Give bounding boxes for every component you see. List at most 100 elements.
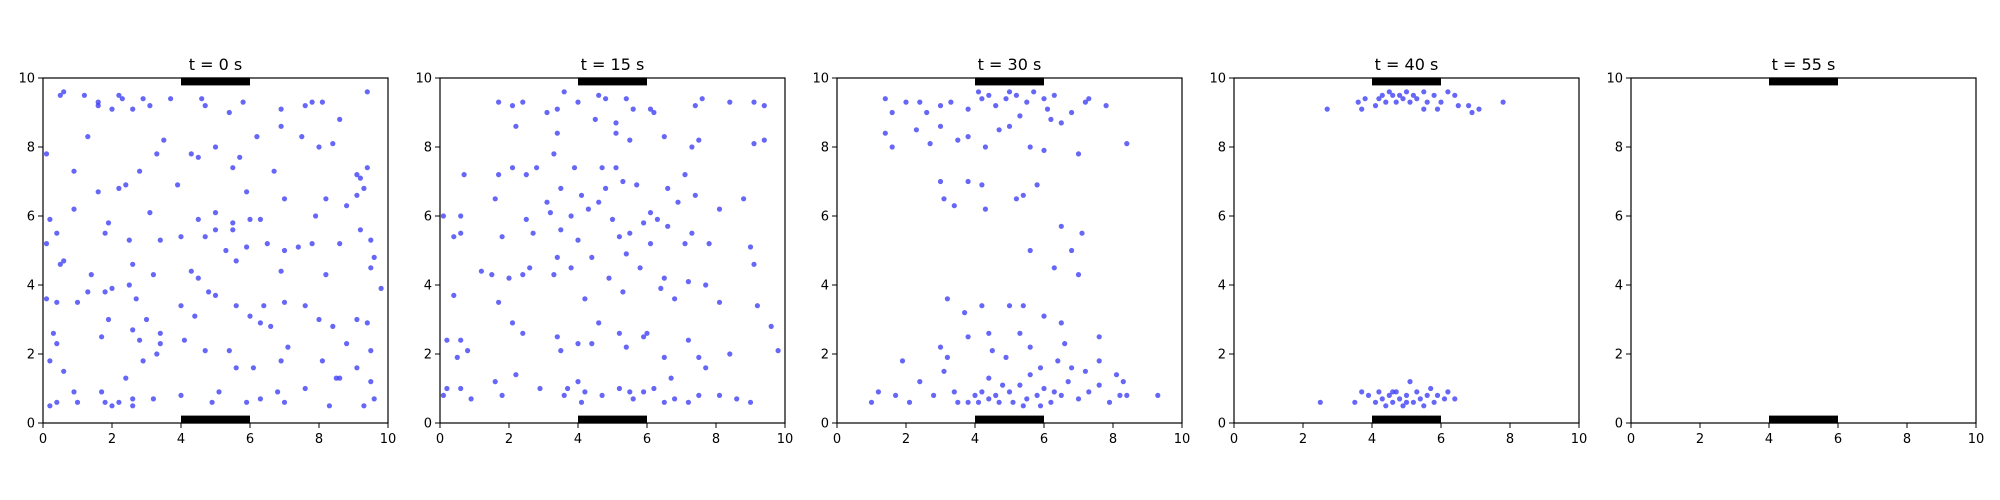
data-point: [178, 234, 184, 240]
data-point: [1069, 247, 1075, 254]
panel-5: t = 55 s 0 2 4 6 8 10 0 2 4 6 8 10: [1606, 55, 1984, 447]
data-point: [1417, 396, 1423, 402]
data-point: [444, 385, 450, 392]
data-point: [444, 337, 450, 343]
data-point: [1020, 192, 1026, 198]
data-point: [1103, 103, 1109, 109]
data-point: [116, 92, 122, 98]
data-point: [157, 330, 163, 336]
data-point: [620, 289, 626, 295]
data-point: [1428, 385, 1434, 392]
data-point: [458, 337, 464, 343]
data-point: [716, 392, 723, 398]
data-point: [465, 348, 471, 354]
x-tick-label: 6: [1437, 432, 1445, 447]
data-point: [931, 392, 937, 398]
data-point: [126, 237, 132, 243]
data-point: [50, 330, 57, 336]
data-point: [561, 89, 567, 95]
data-point: [1058, 392, 1064, 398]
data-point: [603, 185, 609, 191]
panel-1: t = 0 s 0 2 4 6 8 10 0 2 4 6 8 10: [18, 55, 396, 447]
data-point: [264, 241, 270, 247]
data-point: [882, 96, 888, 102]
data-point: [116, 185, 122, 191]
data-point: [364, 165, 370, 171]
panel-title: t = 0 s: [189, 55, 242, 74]
data-point: [333, 375, 339, 381]
x-tick-label: 2: [902, 432, 910, 447]
data-point: [244, 244, 250, 250]
data-point: [1024, 99, 1030, 105]
data-point: [544, 109, 550, 116]
y-tick-label: 2: [27, 348, 35, 363]
data-point: [43, 241, 50, 247]
x-tick-label: 8: [1506, 432, 1514, 447]
data-point: [302, 303, 308, 309]
data-point: [665, 185, 671, 191]
data-point: [513, 123, 519, 129]
data-point: [917, 379, 923, 385]
data-point: [1390, 389, 1396, 395]
data-point: [202, 103, 208, 109]
y-tick-label: 4: [821, 279, 829, 294]
data-point: [199, 96, 205, 102]
data-point: [240, 99, 246, 105]
data-point: [509, 103, 516, 109]
data-point: [440, 392, 446, 398]
data-point: [554, 334, 560, 340]
y-tick-label: 8: [27, 141, 35, 156]
data-point: [1031, 89, 1037, 95]
y-tick-label: 6: [424, 210, 432, 225]
data-point: [226, 109, 232, 116]
data-point: [137, 337, 143, 343]
y-tick-label: 8: [1615, 141, 1623, 156]
data-point: [889, 144, 895, 150]
data-point: [1079, 230, 1085, 236]
data-point: [520, 272, 526, 278]
data-point: [354, 172, 360, 178]
y-tick-label: 2: [821, 348, 829, 363]
data-point: [458, 385, 464, 392]
data-point: [316, 316, 322, 323]
data-point: [489, 272, 495, 278]
data-point: [1500, 99, 1506, 105]
data-point: [1006, 123, 1013, 129]
data-point: [1069, 365, 1075, 371]
data-point: [1003, 354, 1009, 360]
data-point: [554, 254, 560, 260]
data-point: [941, 368, 947, 374]
data-point: [1359, 389, 1365, 395]
data-point: [212, 227, 219, 233]
data-point: [661, 399, 667, 405]
data-point: [1362, 96, 1368, 102]
y-tick-label: 0: [1218, 417, 1226, 432]
x-tick-label: 0: [436, 432, 444, 447]
exit-bottom: [181, 415, 250, 424]
data-point: [1383, 403, 1389, 409]
data-point: [364, 320, 370, 326]
data-point: [658, 285, 664, 291]
x-tick-label: 10: [1968, 432, 1985, 447]
data-point: [330, 323, 336, 329]
data-point: [965, 178, 971, 185]
data-point: [641, 334, 647, 340]
data-point: [1010, 399, 1016, 405]
data-point: [1407, 99, 1413, 105]
data-point: [281, 196, 288, 202]
data-point: [161, 137, 167, 143]
data-point: [361, 403, 367, 409]
data-point: [903, 99, 909, 105]
data-point: [616, 234, 623, 240]
data-point: [1359, 106, 1365, 112]
data-point: [1086, 389, 1092, 395]
data-point: [244, 399, 250, 405]
data-point: [1051, 389, 1057, 395]
y-tick-label: 10: [18, 72, 35, 87]
data-point: [948, 99, 954, 105]
scatter-points: [868, 89, 1161, 409]
data-point: [126, 282, 132, 288]
data-point: [734, 396, 740, 402]
data-point: [178, 303, 184, 309]
data-point: [43, 151, 50, 157]
